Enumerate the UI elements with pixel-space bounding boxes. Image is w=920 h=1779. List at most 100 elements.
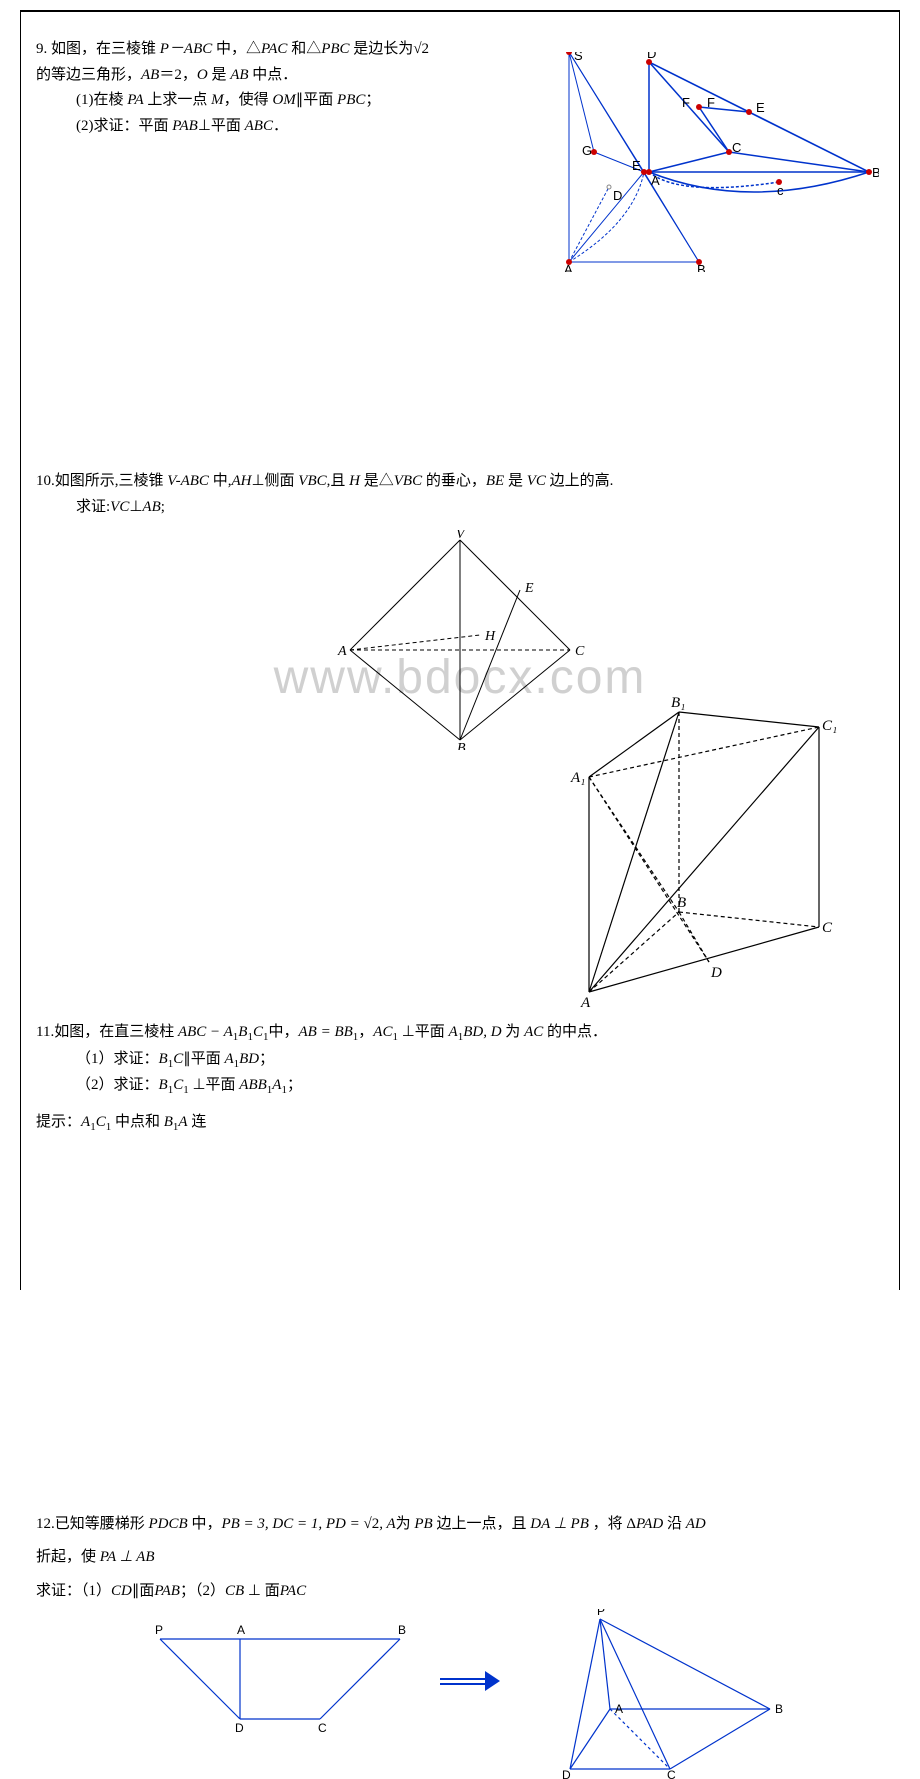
p9-math: PBC (337, 92, 365, 108)
p9-math: PA (127, 92, 143, 108)
problem-9: 9. 如图，在三棱锥 P－ABC 中，△PAC 和△PBC 是边长为√2 的等边… (36, 37, 884, 139)
p10-math: AB (142, 499, 160, 515)
p11-math: BD (239, 1051, 259, 1067)
p9-text: 和△ (287, 41, 321, 57)
p12-text: 沿 (663, 1516, 686, 1532)
p11-math: B (159, 1051, 168, 1067)
p11-q1: ∥平面 (183, 1051, 224, 1067)
p10-text: 边上的高. (546, 473, 614, 489)
p11-math: C (253, 1024, 263, 1040)
svg-text:B: B (677, 895, 686, 911)
p11-hint: 提示： (36, 1114, 81, 1130)
p10-math: VBC (394, 473, 422, 489)
svg-text:D: D (562, 1768, 571, 1779)
svg-text:D: D (647, 52, 656, 61)
svg-text:F: F (707, 95, 715, 110)
p12-math: PA ⊥ AB (100, 1549, 155, 1565)
p9-math: O (197, 67, 208, 83)
p10-q: 求证: (76, 499, 110, 515)
p12-q: ⊥ 面 (244, 1583, 280, 1599)
svg-text:B: B (398, 1623, 406, 1637)
p12-sqrt: √2 (363, 1516, 379, 1532)
p12-text: ，将 Δ (589, 1516, 636, 1532)
svg-text:E: E (632, 158, 641, 173)
p10-math: H (349, 473, 360, 489)
p11-math: A (81, 1114, 90, 1130)
p11-q1: （1）求证： (76, 1051, 159, 1067)
p11-math: B (164, 1114, 173, 1130)
p10-q: ⊥ (129, 499, 142, 515)
p11-math: ABB (239, 1077, 267, 1093)
p12-text: 边上一点，且 (436, 1516, 530, 1532)
svg-text:C: C (667, 1768, 676, 1779)
p11-hint: 连 (188, 1114, 207, 1130)
p12-math: PAB (154, 1583, 180, 1599)
p10-math: VC (110, 499, 129, 515)
p9-text: 中点． (249, 67, 298, 83)
p9-math: P－ABC (160, 41, 213, 57)
svg-text:E: E (524, 581, 534, 596)
p10-math: VBC (298, 473, 326, 489)
svg-text:c: c (777, 183, 784, 198)
problem-11: 11.如图，在直三棱柱 ABC − A1B1C1中，AB = BB1，AC1 ⊥… (36, 1020, 884, 1137)
problem-10: 10.如图所示,三棱锥 V-ABC 中,AH⊥侧面 VBC,且 H 是△VBC … (36, 469, 884, 750)
p11-math: C (173, 1077, 183, 1093)
p12-math: DA ⊥ PB (530, 1516, 589, 1532)
p9-q1: 上求一点 (144, 92, 212, 108)
svg-text:C: C (575, 644, 585, 659)
p12-q: ∥面 (132, 1583, 155, 1599)
p11-text: ， (358, 1024, 373, 1040)
p9-q1: ∥平面 (296, 92, 337, 108)
p11-q2: （2）求证： (76, 1077, 159, 1093)
p12-text: 中， (188, 1516, 222, 1532)
p10-text: 是 (504, 473, 527, 489)
p12-text: 12.已知等腰梯形 (36, 1516, 149, 1532)
p12-math: PDCB (149, 1516, 188, 1532)
svg-text:A: A (651, 173, 660, 188)
svg-text:C: C (318, 1721, 327, 1735)
problem-12: 12.已知等腰梯形 PDCB 中，PB = 3, DC = 1, PD = √2… (36, 1512, 884, 1779)
p9-text: 是边长为 (350, 41, 414, 57)
svg-text:B: B (775, 1702, 783, 1716)
svg-text:A: A (580, 995, 591, 1011)
svg-text:E: E (756, 100, 765, 115)
svg-text:V: V (456, 530, 466, 542)
svg-text:P: P (155, 1623, 163, 1637)
svg-text:A: A (337, 644, 347, 659)
diagram-12: P A B D C (130, 1609, 790, 1779)
p10-text: 10.如图所示,三棱锥 (36, 473, 167, 489)
p10-text: 中, (209, 473, 232, 489)
diagram-9: S D F F E G E A C B D c A B (549, 52, 879, 272)
p11-q1: ； (259, 1051, 274, 1067)
p9-text: 9. 如图，在三棱锥 (36, 41, 160, 57)
svg-text:D: D (613, 188, 622, 203)
svg-text:D: D (235, 1721, 244, 1735)
p9-text: ＝2， (159, 67, 197, 83)
p12-math: PB (411, 1516, 437, 1532)
diagram-10: V E H A C B (330, 530, 590, 750)
p11-text: ⊥平面 (398, 1024, 449, 1040)
p12-math: PAC (280, 1583, 306, 1599)
p11-q2: ； (287, 1077, 302, 1093)
p11-q2: ⊥平面 (189, 1077, 240, 1093)
p11-math: AC (373, 1024, 392, 1040)
svg-text:C: C (732, 140, 741, 155)
svg-text:B: B (457, 741, 466, 750)
p10-text: 的垂心， (422, 473, 486, 489)
p9-math: PAB (172, 118, 198, 134)
p9-math: PBC (321, 41, 349, 57)
p10-math: AH (231, 473, 251, 489)
p11-math: AC (524, 1024, 543, 1040)
p9-text: 是 (208, 67, 231, 83)
p11-math: A (449, 1024, 458, 1040)
p11-math: C (173, 1051, 183, 1067)
svg-text:S: S (574, 52, 583, 63)
svg-text:H: H (484, 629, 496, 644)
p12-math: PAD (636, 1516, 663, 1532)
p12-math: PB = 3, DC = 1, PD = (221, 1516, 363, 1532)
p12-text: 为 (396, 1516, 411, 1532)
p12-math: CB (225, 1583, 244, 1599)
p9-q2: ． (273, 118, 288, 134)
p11-math: A (178, 1114, 187, 1130)
p12-math: , A (379, 1516, 395, 1532)
